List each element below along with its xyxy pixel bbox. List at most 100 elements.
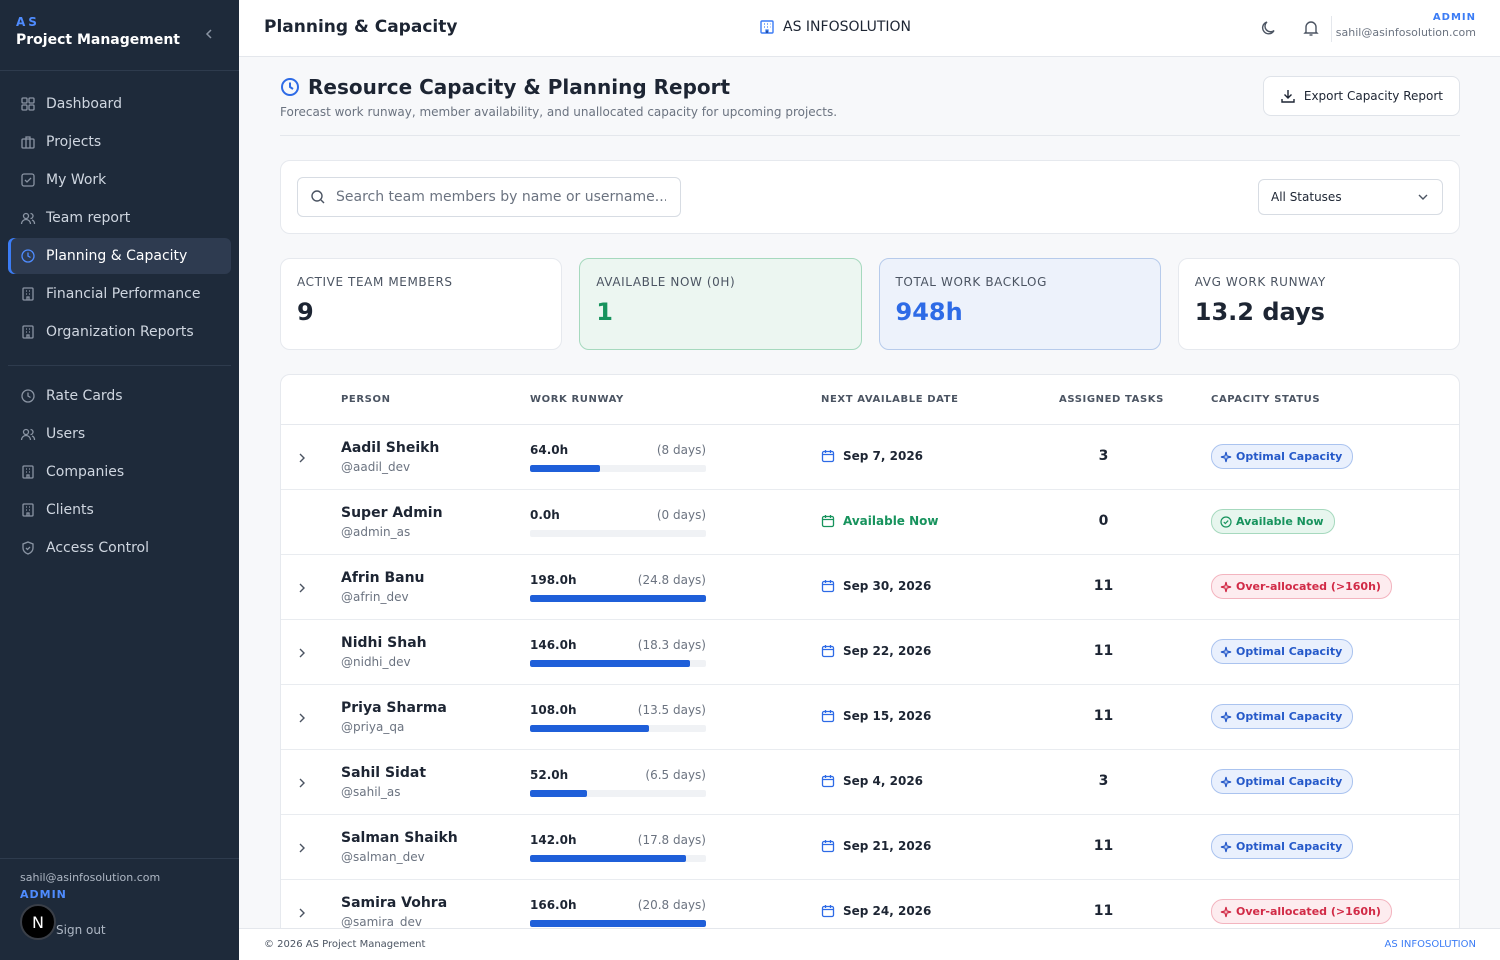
stat-label: TOTAL WORK BACKLOG bbox=[895, 275, 1047, 289]
runway-bar-fill bbox=[530, 920, 706, 927]
page-title: Planning & Capacity bbox=[264, 17, 458, 37]
building-icon bbox=[22, 503, 34, 517]
briefcase-icon bbox=[20, 134, 36, 150]
expand-row-button[interactable] bbox=[295, 840, 309, 859]
expand-row-button[interactable] bbox=[295, 905, 309, 924]
status-filter-select[interactable]: All Statuses bbox=[1258, 179, 1443, 215]
export-capacity-report-button[interactable]: Export Capacity Report bbox=[1262, 76, 1460, 116]
stat-total-work-backlog: TOTAL WORK BACKLOG 948h bbox=[878, 258, 1161, 350]
table-row[interactable]: Samira Vohra @samira_dev 166.0h (20.8 days)… bbox=[281, 880, 1459, 928]
person-username: @afrin_dev bbox=[341, 590, 409, 604]
person-username: @admin_as bbox=[341, 525, 411, 539]
sidebar-item-team-report[interactable]: Team report bbox=[8, 200, 231, 236]
expand-row-button[interactable] bbox=[295, 580, 309, 599]
building-icon bbox=[20, 464, 36, 480]
top-actions bbox=[1260, 19, 1320, 41]
chevron-right-icon bbox=[299, 648, 305, 658]
table-row[interactable]: Priya Sharma @priya_qa 108.0h (13.5 days) Se… bbox=[281, 685, 1459, 750]
clock-icon bbox=[21, 389, 35, 403]
expand-row-button[interactable] bbox=[295, 450, 309, 469]
sidebar-item-rate-cards[interactable]: Rate Cards bbox=[8, 378, 231, 414]
next-available-date-text: Sep 30, 2026 bbox=[843, 579, 932, 593]
next-available-date: Sep 4, 2026 bbox=[821, 774, 923, 788]
status-badge: Optimal Capacity bbox=[1211, 704, 1354, 729]
column-header-assigned-tasks[interactable]: ASSIGNED TASKS bbox=[1059, 394, 1164, 405]
avatar[interactable]: N bbox=[20, 904, 56, 940]
sidebar-item-dashboard[interactable]: Dashboard bbox=[8, 86, 231, 122]
runway-hours: 198.0h bbox=[530, 573, 577, 587]
table-row[interactable]: Salman Shaikh @salman_dev 142.0h (17.8 days… bbox=[281, 815, 1459, 880]
runway-days: (6.5 days) bbox=[645, 768, 706, 782]
expand-row-button[interactable] bbox=[295, 645, 309, 664]
person-name: Sahil Sidat bbox=[341, 765, 427, 781]
theme-toggle-button[interactable] bbox=[1260, 19, 1278, 41]
top-divider bbox=[1331, 16, 1332, 42]
calendar-icon bbox=[821, 840, 835, 853]
organization-switcher[interactable]: AS INFOSOLUTION bbox=[759, 19, 911, 35]
check-circle-icon bbox=[1220, 515, 1232, 528]
status-badge: Optimal Capacity bbox=[1211, 639, 1354, 664]
chevron-right-icon bbox=[299, 843, 305, 853]
sidebar-admin-nav: Rate Cards Users Companies Clients Access Co… bbox=[0, 378, 239, 566]
person-username: @salman_dev bbox=[341, 850, 425, 864]
table-row[interactable]: Sahil Sidat @sahil_as 52.0h (6.5 days) Sep 4… bbox=[281, 750, 1459, 815]
next-available-date: Sep 30, 2026 bbox=[821, 579, 931, 593]
check-square-icon bbox=[20, 172, 36, 188]
next-available-date-text: Sep 7, 2026 bbox=[843, 449, 924, 463]
next-available-date-text: Sep 4, 2026 bbox=[843, 774, 924, 788]
runway-bar bbox=[530, 530, 706, 537]
sign-out-link[interactable]: Sign out bbox=[56, 923, 106, 937]
expand-row-button[interactable] bbox=[295, 710, 309, 729]
sidebar-item-users[interactable]: Users bbox=[8, 416, 231, 452]
alert-sparkle-icon bbox=[1220, 581, 1232, 592]
user-menu[interactable]: ADMIN sahil@asinfosolution.com bbox=[1336, 12, 1476, 39]
expand-row-button[interactable] bbox=[295, 775, 309, 794]
column-header-person[interactable]: PERSON bbox=[341, 394, 391, 405]
column-header-capacity-status[interactable]: CAPACITY STATUS bbox=[1211, 394, 1321, 405]
stat-value: 13.2 days bbox=[1194, 298, 1325, 326]
sidebar-item-label: Team report bbox=[46, 210, 131, 226]
person-name: Priya Sharma bbox=[341, 700, 447, 716]
runway-hours: 64.0h bbox=[530, 443, 569, 457]
report-title-text: Resource Capacity & Planning Report bbox=[308, 75, 731, 99]
runway-bar-fill bbox=[530, 790, 588, 797]
sidebar-item-planning-capacity[interactable]: Planning & Capacity bbox=[8, 238, 231, 274]
footer-organization[interactable]: AS INFOSOLUTION bbox=[1384, 939, 1476, 950]
sparkle-icon bbox=[1220, 776, 1232, 787]
sidebar-item-label: Dashboard bbox=[46, 96, 122, 112]
table-row[interactable]: Super Admin @admin_as 0.0h (0 days) Availabl… bbox=[281, 490, 1459, 555]
collapse-sidebar-button[interactable] bbox=[201, 26, 217, 42]
sidebar-item-my-work[interactable]: My Work bbox=[8, 162, 231, 198]
table-row[interactable]: Aadil Sheikh @aadil_dev 64.0h (8 days) Sep 7… bbox=[281, 425, 1459, 490]
sidebar-item-clients[interactable]: Clients bbox=[8, 492, 231, 528]
table-row[interactable]: Afrin Banu @afrin_dev 198.0h (24.8 days) Sep… bbox=[281, 555, 1459, 620]
sidebar-item-label: Organization Reports bbox=[46, 324, 194, 340]
filter-bar: All Statuses bbox=[280, 160, 1460, 234]
report-subtitle: Forecast work runway, member availabilit… bbox=[280, 105, 838, 119]
status-badge: Optimal Capacity bbox=[1211, 769, 1354, 794]
export-label: Export Capacity Report bbox=[1303, 89, 1443, 103]
runway-bar-fill bbox=[530, 595, 706, 602]
building-icon bbox=[22, 325, 34, 339]
sidebar-nav: Dashboard Projects My Work Team report Plann… bbox=[0, 71, 239, 350]
column-header-next-available-date[interactable]: NEXT AVAILABLE DATE bbox=[821, 394, 959, 405]
status-badge-text: Optimal Capacity bbox=[1236, 645, 1343, 658]
table-row[interactable]: Nidhi Shah @nidhi_dev 146.0h (18.3 days) Sep… bbox=[281, 620, 1459, 685]
search-box[interactable] bbox=[297, 177, 681, 217]
runway-bar bbox=[530, 920, 706, 927]
sidebar-item-projects[interactable]: Projects bbox=[8, 124, 231, 160]
chevron-right-icon bbox=[299, 583, 305, 593]
column-header-work-runway[interactable]: WORK RUNWAY bbox=[530, 394, 624, 405]
search-input[interactable] bbox=[336, 189, 666, 205]
sidebar-item-organization-reports[interactable]: Organization Reports bbox=[8, 314, 231, 350]
sidebar-item-label: Financial Performance bbox=[46, 286, 201, 302]
assigned-tasks-count: 11 bbox=[1093, 643, 1114, 659]
page-footer: © 2026 AS Project Management AS INFOSOLU… bbox=[239, 928, 1500, 960]
sidebar-item-financial-performance[interactable]: Financial Performance bbox=[8, 276, 231, 312]
sidebar-item-access-control[interactable]: Access Control bbox=[8, 530, 231, 566]
runway-bar bbox=[530, 790, 706, 797]
runway-bar bbox=[530, 595, 706, 602]
notifications-button[interactable] bbox=[1302, 19, 1320, 41]
chevron-down-icon bbox=[1418, 194, 1428, 200]
sidebar-item-companies[interactable]: Companies bbox=[8, 454, 231, 490]
